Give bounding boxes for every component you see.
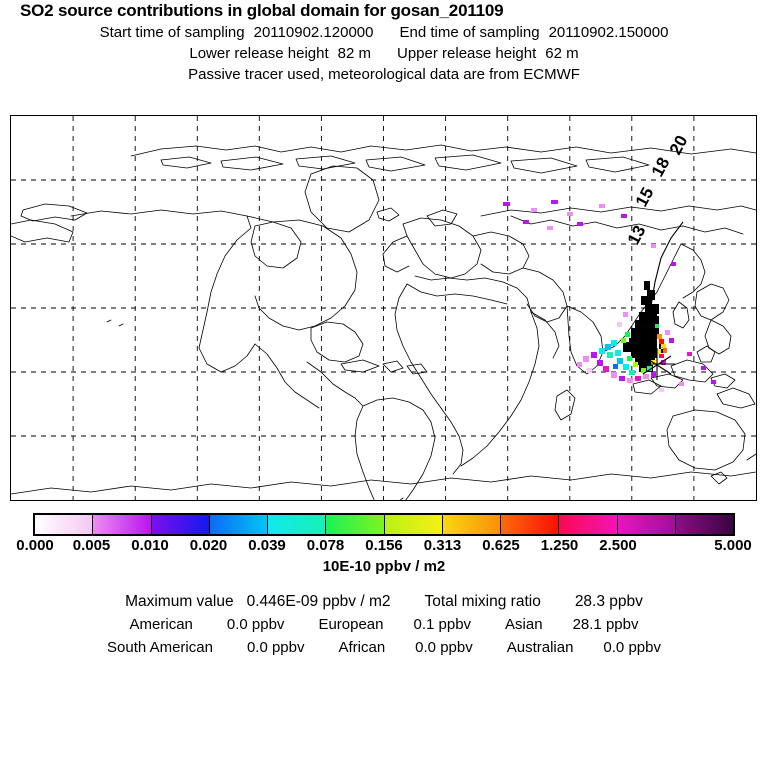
colorbar-segment-11 bbox=[675, 515, 733, 534]
colorbar-segment-5 bbox=[326, 515, 385, 534]
region-row-north: American 0.0 ppbv European 0.1 ppbv Asia… bbox=[0, 613, 768, 636]
colorbar-tick-9: 1.250 bbox=[540, 537, 579, 554]
region-label-african: African bbox=[338, 639, 386, 656]
region-label-australian: Australian bbox=[506, 639, 574, 656]
coastlines bbox=[11, 144, 756, 500]
colorbar-tick-6: 0.156 bbox=[365, 537, 403, 554]
colorbar-unit-label: 10E-10 ppbv / m2 bbox=[322, 558, 446, 575]
maximum-value: 0.446E-09 ppbv / m2 bbox=[246, 593, 391, 610]
region-row-south: South American 0.0 ppbv African 0.0 ppbv… bbox=[0, 636, 768, 659]
colorbar-tick-5: 0.078 bbox=[306, 537, 345, 554]
trajectory-path bbox=[650, 221, 684, 357]
colorbar-tick-labels: 0.000 0.005 0.010 0.020 0.039 0.078 0.156 0.313… bbox=[0, 537, 768, 555]
tracer-note-row: Passive tracer used, meteorological data… bbox=[0, 64, 768, 85]
region-label-asian: Asian bbox=[505, 616, 543, 633]
colorbar-tick-1: 0.005 bbox=[72, 537, 111, 554]
release-site-marker bbox=[639, 348, 675, 380]
sampling-time-row: Start time of sampling 20110902.120000 E… bbox=[0, 22, 768, 43]
trajectory-label-15: 15 bbox=[632, 184, 658, 210]
colorbar-segment-4 bbox=[268, 515, 327, 534]
graticule bbox=[11, 116, 756, 500]
summary-row: Maximum value 0.446E-09 ppbv / m2 Total … bbox=[0, 590, 768, 613]
page-title: SO2 source contributions in global domai… bbox=[20, 1, 504, 20]
region-label-american: American bbox=[129, 616, 193, 633]
colorbar-tick-2: 0.010 bbox=[131, 537, 169, 554]
region-value-european: 0.1 ppbv bbox=[413, 616, 472, 633]
colorbar-segment-1 bbox=[93, 515, 152, 534]
start-time-value: 20110902.120000 bbox=[253, 24, 374, 41]
region-value-south-american: 0.0 ppbv bbox=[246, 639, 305, 656]
total-mixing-ratio-label: Total mixing ratio bbox=[424, 593, 541, 610]
colorbar-tick-11: 5.000 bbox=[714, 537, 752, 554]
tracer-note: Passive tracer used, meteorological data… bbox=[188, 66, 580, 83]
region-label-european: European bbox=[318, 616, 384, 633]
release-height-row: Lower release height 82 m Upper release … bbox=[0, 43, 768, 64]
world-map-svg: 20 18 15 13 bbox=[11, 116, 756, 500]
colorbar-segment-3 bbox=[209, 515, 268, 534]
colorbar-segment-0 bbox=[35, 515, 94, 534]
upper-release-height-label: Upper release height bbox=[397, 45, 537, 62]
header: SO2 source contributions in global domai… bbox=[0, 0, 768, 85]
trajectory-label-18: 18 bbox=[648, 154, 674, 180]
lower-release-height-label: Lower release height bbox=[189, 45, 329, 62]
world-map-panel: 20 18 15 13 bbox=[10, 115, 757, 501]
region-value-african: 0.0 ppbv bbox=[415, 639, 473, 656]
end-time-label: End time of sampling bbox=[399, 24, 540, 41]
upper-release-height-value: 62 m bbox=[545, 45, 579, 62]
colorbar-segment-10 bbox=[617, 515, 676, 534]
colorbar-tick-8: 0.625 bbox=[482, 537, 520, 554]
total-mixing-ratio-value: 28.3 ppbv bbox=[574, 593, 643, 610]
colorbar-segment-2 bbox=[151, 515, 210, 534]
maximum-value-label: Maximum value bbox=[125, 593, 234, 610]
colorbar-segment-6 bbox=[384, 515, 443, 534]
colorbar-segment-9 bbox=[559, 515, 618, 534]
trajectory-hour-labels: 20 18 15 13 bbox=[624, 132, 692, 248]
colorbar-segment-7 bbox=[442, 515, 501, 534]
colorbar-tick-0: 0.000 bbox=[16, 537, 54, 554]
region-label-south-american: South American bbox=[107, 639, 213, 656]
colorbar-tick-10: 2.500 bbox=[599, 537, 637, 554]
colorbar-tick-4: 0.039 bbox=[248, 537, 286, 554]
region-value-american: 0.0 ppbv bbox=[226, 616, 285, 633]
plume-particles bbox=[503, 200, 716, 392]
start-time-label: Start time of sampling bbox=[99, 24, 245, 41]
end-time-value: 20110902.150000 bbox=[548, 24, 669, 41]
colorbar-segment-8 bbox=[501, 515, 560, 534]
region-value-asian: 28.1 ppbv bbox=[572, 616, 639, 633]
statistics-footer: Maximum value 0.446E-09 ppbv / m2 Total … bbox=[0, 590, 768, 659]
colorbar bbox=[33, 513, 735, 536]
colorbar-tick-7: 0.313 bbox=[423, 537, 462, 554]
trajectory-label-20: 20 bbox=[666, 132, 692, 158]
lower-release-height-value: 82 m bbox=[337, 45, 371, 62]
region-value-australian: 0.0 ppbv bbox=[603, 639, 661, 656]
colorbar-tick-3: 0.020 bbox=[189, 537, 228, 554]
